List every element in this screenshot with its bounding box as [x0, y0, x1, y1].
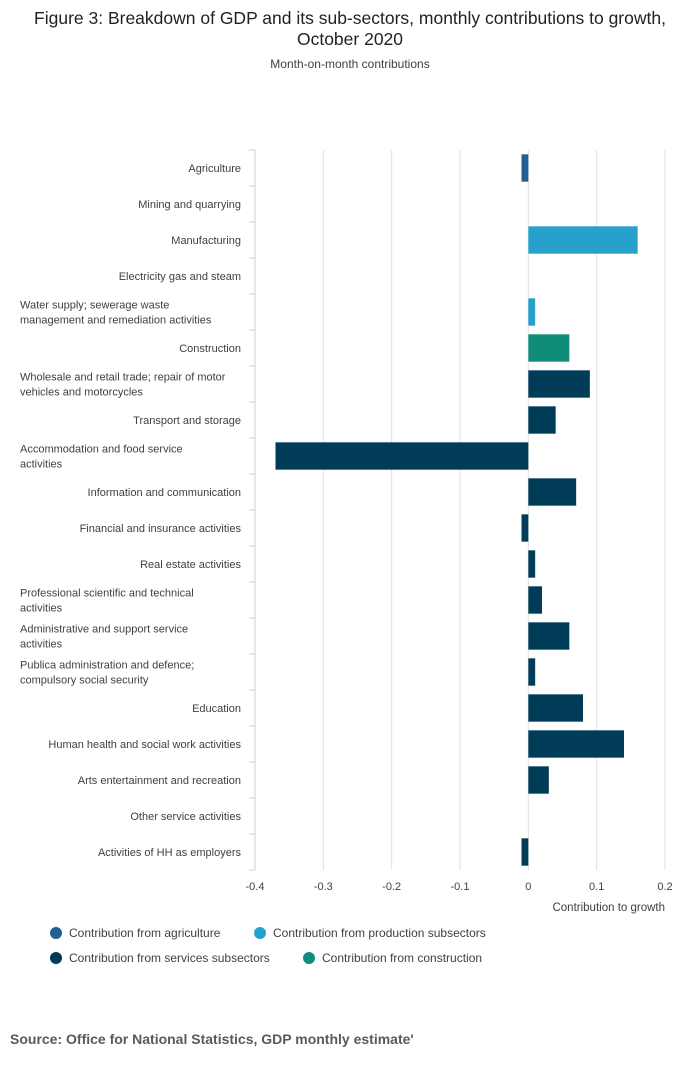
legend-dot-construction	[303, 952, 315, 964]
legend-label-construction: Contribution from construction	[322, 951, 483, 965]
category-label-10: Financial and insurance activities	[80, 523, 242, 535]
category-label-11: Real estate activities	[140, 559, 241, 571]
x-tick-label-6: 0.2	[657, 881, 672, 893]
category-label-0: Agriculture	[188, 163, 241, 175]
x-tick-label-0: -0.4	[246, 881, 265, 893]
chart-title: Figure 3: Breakdown of GDP and its sub-s…	[34, 8, 666, 49]
legend-label-agriculture: Contribution from agriculture	[69, 926, 221, 940]
bar-9	[528, 478, 577, 506]
legend-dot-services	[50, 952, 62, 964]
bar-13	[528, 622, 570, 650]
category-label-13: Administrative and support service activi…	[20, 624, 188, 651]
category-label-3: Electricity gas and steam	[119, 271, 241, 283]
bar-16	[528, 730, 624, 758]
source-note: Source: Office for National Statistics, …	[10, 1031, 414, 1047]
bar-6	[528, 370, 590, 398]
legend-item-services[interactable]: Contribution from services subsectors	[50, 951, 270, 965]
bar-15	[528, 694, 583, 722]
category-label-7: Transport and storage	[133, 415, 241, 427]
legend-dot-production	[254, 927, 266, 939]
category-label-16: Human health and social work activities	[48, 739, 241, 751]
x-axis-title: Contribution to growth	[552, 902, 665, 914]
category-label-5: Construction	[179, 343, 241, 355]
bar-10	[521, 514, 529, 542]
chart-subtitle: Month-on-month contributions	[270, 57, 430, 71]
bar-11	[528, 550, 536, 578]
category-label-8: Accommodation and food service activities	[20, 444, 183, 471]
legend-dot-agriculture	[50, 927, 62, 939]
bar-12	[528, 586, 542, 614]
category-label-1: Mining and quarrying	[138, 199, 241, 211]
bar-8	[275, 442, 529, 470]
bar-17	[528, 766, 549, 794]
bar-5	[528, 334, 570, 362]
bar-0	[521, 154, 529, 182]
x-tick-label-3: -0.1	[451, 881, 470, 893]
category-label-19: Activities of HH as employers	[98, 847, 242, 859]
category-label-18: Other service activities	[130, 811, 241, 823]
category-label-17: Arts entertainment and recreation	[78, 775, 241, 787]
bar-7	[528, 406, 556, 434]
bar-chart: Agriculture Mining and quarrying Manufactu…	[20, 149, 673, 914]
legend-label-production: Contribution from production subsectors	[273, 926, 486, 940]
category-label-15: Education	[192, 703, 241, 715]
x-tick-label-1: -0.3	[314, 881, 333, 893]
legend-item-construction[interactable]: Contribution from construction	[303, 951, 482, 965]
legend-item-production[interactable]: Contribution from production subsectors	[254, 926, 486, 940]
bar-14	[528, 658, 536, 686]
category-label-4: Water supply; sewerage waste management a…	[20, 300, 212, 327]
category-label-2: Manufacturing	[171, 235, 241, 247]
legend-label-services: Contribution from services subsectors	[69, 951, 270, 965]
x-tick-label-5: 0.1	[589, 881, 604, 893]
x-tick-label-4: 0	[525, 881, 531, 893]
x-tick-label-2: -0.2	[382, 881, 401, 893]
legend-item-agriculture[interactable]: Contribution from agriculture	[50, 926, 220, 940]
category-label-6: Wholesale and retail trade; repair of mo…	[20, 372, 226, 399]
category-label-9: Information and communication	[88, 487, 241, 499]
bar-4	[528, 298, 536, 326]
bar-19	[521, 838, 529, 866]
bar-2	[528, 226, 638, 254]
category-label-12: Professional scientific and technical act…	[20, 588, 194, 615]
category-label-14: Publica administration and defence; compu…	[20, 660, 194, 687]
